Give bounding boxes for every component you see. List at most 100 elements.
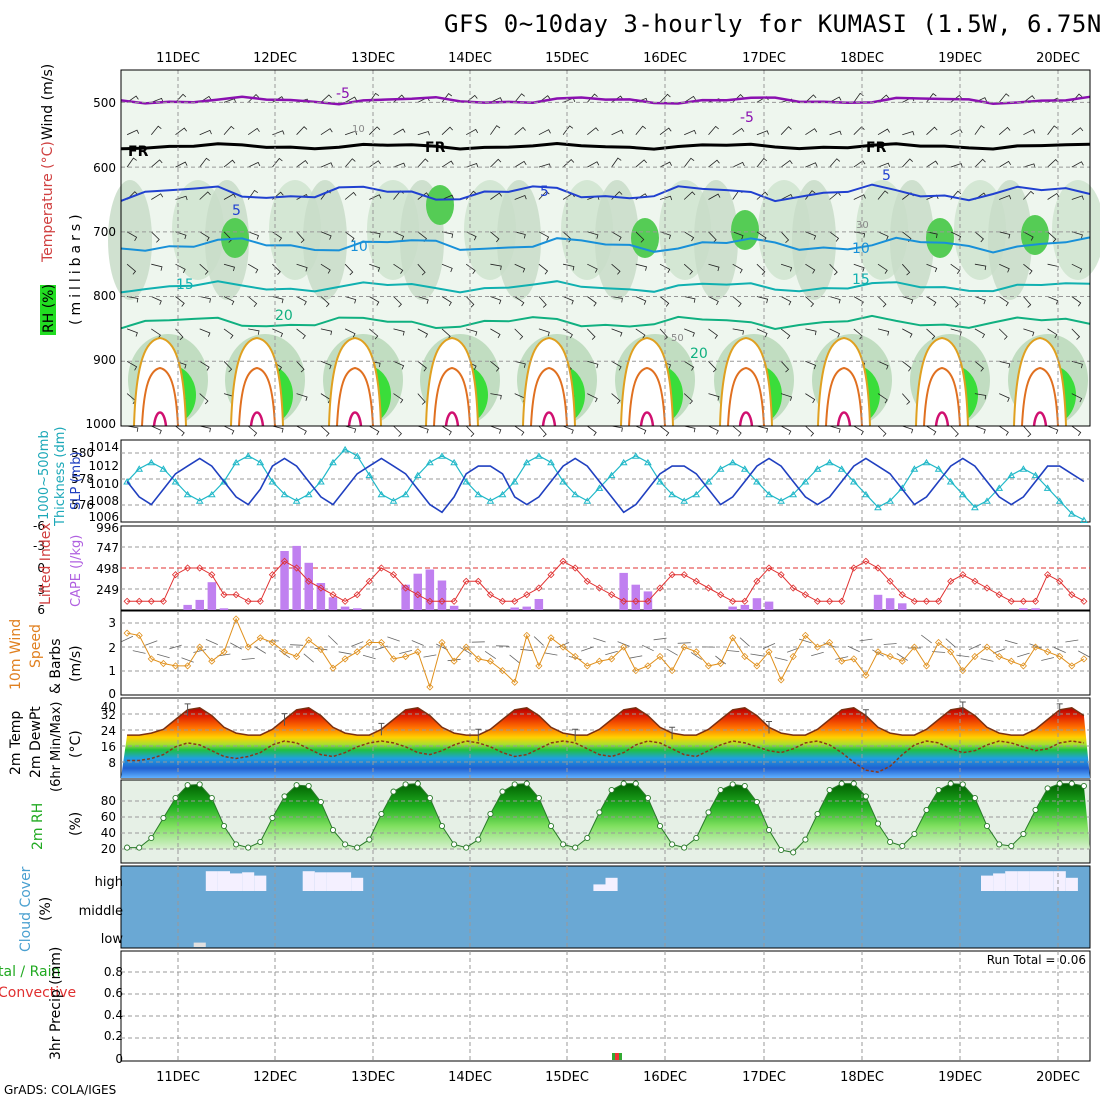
wind10-barb-23 [387,636,400,642]
upper-barb-169 [490,192,503,200]
contour-25-arch-1 [133,336,187,427]
cape-bar-64 [885,598,895,610]
upper-barb-167 [490,125,501,135]
upper-barb-326 [829,296,841,304]
wind10-point-25 [414,648,422,656]
upper-barb-325 [829,263,838,276]
upper-barb-343 [877,128,890,136]
rh-label-10: 10 [352,124,365,135]
wind10-point-76 [1031,643,1040,651]
temp2m-panel: 40 32 24 16 8 [101,697,1091,779]
wind10-barb-64 [883,643,897,645]
upper-barb-230 [611,393,621,405]
upper-barb-352 [877,425,887,437]
cloud-high-bar-8 [205,871,218,891]
wind10-point-16 [305,636,313,644]
bottom-date-3: 13DEC [351,1070,395,1085]
upper-barb-189 [538,129,551,136]
upper-barb-324 [829,231,840,242]
upper-barb-43 [199,393,209,405]
wind10-point-67 [922,662,931,670]
precip-axis-label-1: tal / Rain [0,964,60,980]
wind10-point-49 [704,662,713,670]
upper-barb-140 [417,328,429,338]
upper-barb-403 [998,296,1009,307]
wind10-point-30 [474,655,482,663]
upper-barb-121 [369,425,380,436]
wind10-axis-label-1: 10m Wind [8,619,24,690]
cloud-high-bar-10 [230,873,243,891]
wind10-barb-26 [423,654,437,658]
upper-barb-160 [465,263,476,275]
upper-barb-229 [611,360,622,371]
rh2m-axis-label-2: (%) [68,812,84,836]
cloud-high-bar-9 [217,871,230,891]
upper-barb-422 [1047,192,1060,200]
slp-line [126,457,1085,514]
wind10-point-18 [329,664,337,672]
wind10-barb-72 [980,658,994,662]
lifted-index-point-72 [983,584,991,592]
wind10-point-36 [547,634,555,642]
upper-barb-193 [538,263,549,275]
upper-barb-266 [708,125,719,135]
cape-bar-54 [764,601,774,610]
wind10-point-66 [910,643,918,651]
upper-barb-136 [417,192,430,200]
contour-30-arch-10 [1021,366,1059,427]
contour-label-5b: 5 [540,184,549,200]
upper-barb-73 [272,296,284,304]
upper-barb-381 [950,296,959,308]
upper-barb-36 [199,157,210,168]
wind10-point-53 [753,662,761,670]
upper-barb-220 [587,425,597,436]
lifted-index-point-1 [123,597,131,605]
cape-bar-19 [340,606,350,610]
precip-panel: Run Total = 0.06 0.8 0.6 0.4 0.2 0 [104,950,1091,1066]
lifted-index-point-67 [922,597,931,605]
axis-labels: RH (%) Temperature (°C) Wind (m/s) (mill… [0,64,84,1060]
thickness-point-73 [995,484,1004,491]
contour-15 [120,280,1091,294]
wind10-point-75 [1019,662,1027,670]
rh-region-31 [792,180,836,300]
upper-barb-231 [611,425,623,432]
rh2m-point-29 [463,844,470,851]
wind10-point-31 [486,657,494,665]
wind10-point-68 [935,638,943,647]
thickness-point-25 [413,471,422,479]
thickness-point-26 [426,458,434,466]
p-tick-900: 900 [93,353,116,367]
rh-tick-80: 80 [101,794,116,808]
thickness-point-2 [135,465,144,472]
upper-barb-275 [708,425,719,435]
upper-barb-3 [126,157,137,168]
upper-barb-102 [344,158,356,168]
precip-tick-0: 0 [115,1052,123,1066]
upper-barb-398 [998,126,1011,136]
upper-barb-292 [756,263,766,275]
wind10-barb-7 [193,649,207,653]
li-tick-m3: -3 [33,539,45,553]
cloud-high-bar-11 [242,872,255,891]
rh2m-point-77 [1044,785,1051,792]
upper-barb-255 [684,129,697,136]
top-date-2: 12DEC [253,51,297,66]
upper-barb-50 [223,263,235,272]
upper-barb-300 [780,159,793,168]
thickness-point-31 [486,497,495,504]
slp-series [126,457,1085,514]
rh2m-point-27 [438,822,446,830]
wind10-barb-51 [726,650,740,652]
rh2m-point-45 [656,822,664,830]
upper-barb-88 [296,425,307,435]
upper-barb-180 [514,194,527,200]
temp-max-bar-77 [1056,703,1063,716]
cloud-level-middle: middle [79,904,123,919]
lifted-index-point-32 [498,597,507,605]
upper-barb-7 [127,296,139,303]
upper-barb-226 [611,263,621,275]
wind10-barb-16 [303,653,314,663]
contour-label-10b: 10 [852,241,870,257]
wind10-barb-62 [859,638,873,642]
